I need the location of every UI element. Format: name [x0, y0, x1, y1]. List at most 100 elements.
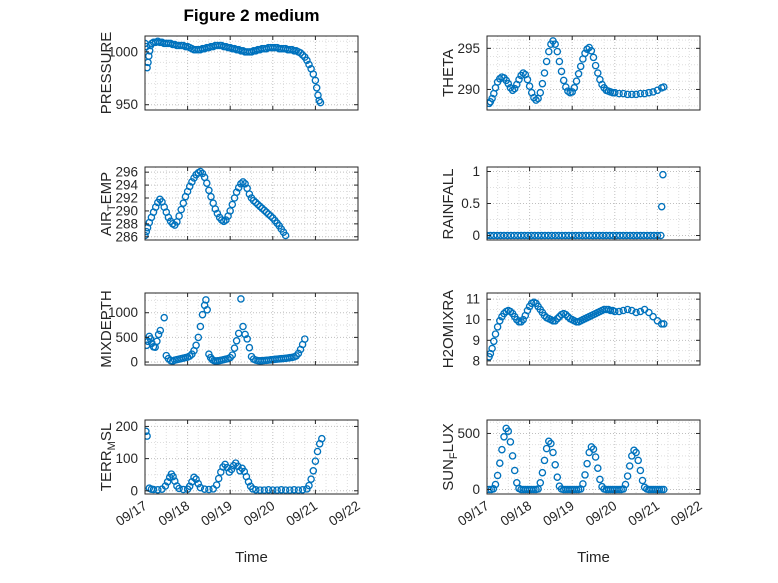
data-point-marker	[574, 70, 583, 78]
data-point-marker	[188, 178, 196, 186]
data-point-marker	[547, 439, 555, 448]
data-point-marker	[277, 486, 286, 494]
data-point-marker	[245, 343, 254, 352]
data-point-marker	[534, 485, 542, 493]
data-point-marker	[227, 465, 236, 474]
data-point-marker	[542, 444, 551, 453]
axes-box	[486, 35, 701, 111]
data-point-marker	[260, 486, 269, 494]
data-point-marker	[244, 478, 253, 486]
data-point-marker	[213, 209, 222, 218]
data-point-marker	[301, 335, 309, 343]
data-point-marker	[163, 478, 172, 486]
data-point-marker	[262, 208, 271, 216]
axes-box	[144, 166, 359, 241]
data-point-marker	[241, 330, 249, 339]
theta-series	[486, 37, 668, 108]
data-point-marker	[196, 167, 205, 176]
axes-box	[144, 419, 359, 495]
data-point-marker	[145, 52, 153, 60]
x-tick-label: 09/22	[668, 498, 705, 529]
ylabel-text: EMP	[98, 171, 115, 205]
data-point-marker	[555, 57, 564, 66]
y-tick-label: 200	[115, 419, 138, 434]
xlabel-time-left: Time	[235, 549, 268, 566]
data-point-marker	[252, 198, 260, 207]
x-tick-label: 09/20	[241, 498, 278, 529]
data-point-marker	[260, 206, 269, 215]
data-point-marker	[585, 231, 593, 240]
data-point-marker	[655, 485, 664, 494]
y-tick-label: 11	[466, 292, 480, 307]
x-tick-label: 09/18	[498, 498, 535, 529]
data-point-marker	[525, 82, 534, 90]
data-point-marker	[160, 313, 168, 322]
x-tick-label: 09/17	[113, 498, 150, 529]
y-tick-label: 295	[457, 41, 480, 56]
data-point-marker	[640, 89, 649, 98]
data-point-marker	[553, 473, 562, 481]
data-point-marker	[549, 448, 557, 457]
sun_flux-series	[486, 424, 668, 494]
data-point-marker	[175, 484, 183, 493]
data-point-marker	[211, 205, 220, 213]
data-point-marker	[589, 53, 598, 62]
data-point-marker	[309, 467, 318, 475]
data-point-marker	[630, 446, 638, 455]
data-point-marker	[503, 231, 512, 240]
data-point-marker	[508, 452, 517, 460]
subplot-mixdepth: 0 500 1000	[108, 292, 359, 370]
x-tick-label: 09/22	[326, 498, 363, 529]
data-point-marker	[318, 434, 326, 443]
data-point-marker	[207, 192, 215, 201]
data-point-marker	[286, 486, 294, 494]
data-point-marker	[226, 207, 234, 215]
y-tick-label: 950	[115, 97, 138, 112]
data-point-marker	[144, 432, 151, 440]
subplot-theta: 290 295	[457, 35, 701, 111]
data-point-marker	[177, 205, 185, 214]
subplot-h2omixra: 8 9 10 11	[465, 292, 701, 368]
data-point-marker	[576, 62, 585, 71]
y-tick-label: 1000	[108, 305, 138, 320]
data-point-marker	[625, 462, 634, 470]
axes-box	[486, 419, 701, 495]
data-point-marker	[615, 307, 623, 316]
data-point-marker	[169, 472, 177, 481]
subplot-rainfall: 00.51	[461, 164, 701, 243]
data-point-marker	[510, 84, 519, 93]
data-point-marker	[544, 231, 553, 240]
data-point-marker	[660, 485, 668, 494]
data-point-marker	[510, 466, 519, 475]
data-point-marker	[657, 202, 666, 211]
data-point-marker	[540, 69, 549, 77]
data-point-marker	[619, 306, 628, 315]
data-point-marker	[194, 479, 203, 488]
data-point-marker	[626, 231, 634, 240]
ylabel-text: SUN	[440, 459, 457, 491]
data-point-marker	[553, 314, 562, 323]
data-point-marker	[294, 486, 303, 494]
mixdepth-series	[144, 295, 309, 365]
data-point-marker	[562, 83, 570, 91]
data-point-marker	[594, 464, 602, 472]
data-point-marker	[591, 453, 600, 461]
data-point-marker	[649, 312, 657, 321]
data-point-marker	[273, 486, 281, 494]
data-point-marker	[536, 479, 545, 487]
y-tick-label: 0.5	[461, 196, 480, 211]
data-point-marker	[623, 90, 632, 99]
data-point-marker	[621, 480, 630, 489]
y-tick-label: 500	[457, 426, 480, 441]
data-point-marker	[303, 56, 311, 65]
x-tick-label: 09/20	[583, 498, 620, 529]
subplot-terr_msl: 0 100 200 09/17 09/18 09/19 09/20 09/21 09/22	[113, 419, 363, 529]
data-point-marker	[523, 306, 532, 315]
data-point-marker	[179, 199, 188, 207]
data-point-marker	[164, 213, 173, 222]
data-point-marker	[145, 47, 154, 55]
x-tick-label: 09/21	[284, 498, 321, 529]
data-point-marker	[234, 462, 242, 471]
data-point-marker	[493, 471, 502, 480]
